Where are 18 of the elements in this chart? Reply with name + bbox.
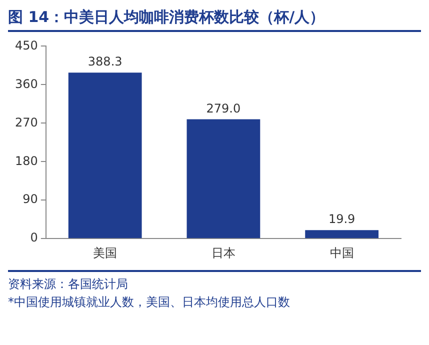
bar [305, 230, 379, 238]
text: 资料来源：各国统计局 [8, 276, 129, 293]
data-label: 388.3 [88, 54, 122, 69]
text: *中国使用城镇就业人数，美国、日本均使用总人口数 [8, 294, 291, 311]
y-tick-label: 0 [30, 230, 38, 245]
data-label: 279.0 [206, 101, 241, 116]
data-label: 19.9 [328, 212, 356, 226]
x-tick-label: 日本 [211, 246, 236, 260]
bar [186, 119, 260, 238]
y-tick-label: 360 [15, 76, 38, 91]
y-tick-label: 180 [15, 154, 38, 168]
y-tick-label: 90 [22, 192, 38, 206]
bar [68, 72, 142, 238]
x-tick-label: 美国 [93, 246, 118, 260]
x-tick-label: 中国 [330, 246, 354, 260]
chart-title: 图 14：中美日人均咖啡消费杯数比较（杯/人） [8, 8, 421, 32]
y-tick-label: 450 [15, 38, 38, 52]
y-tick-label: 270 [15, 115, 38, 130]
